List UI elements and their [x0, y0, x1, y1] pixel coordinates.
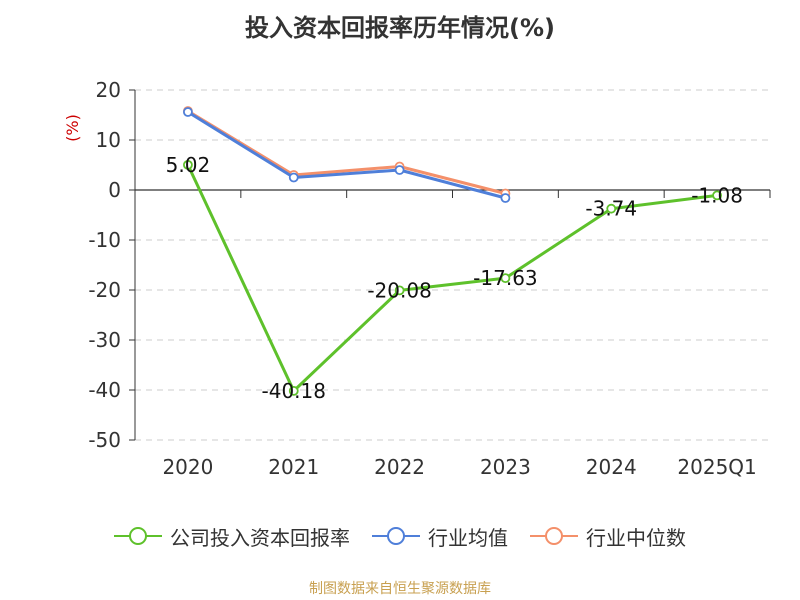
data-label: 5.02: [166, 153, 211, 177]
series-line: [187, 109, 506, 195]
x-tick-label: 2022: [374, 455, 425, 479]
data-point: [394, 165, 405, 175]
data-point: [606, 203, 617, 214]
series-line: [186, 164, 718, 393]
x-tick-label: 2025Q1: [677, 455, 756, 479]
series-line: [187, 110, 506, 200]
x-tick-label: 2021: [268, 455, 319, 479]
data-source-note: 制图数据来自恒生聚源数据库: [309, 581, 491, 597]
data-point: [500, 193, 511, 203]
y-tick-label: 10: [96, 128, 121, 152]
data-point: [183, 107, 193, 117]
data-point: [288, 385, 299, 396]
data-label: -1.08: [691, 183, 743, 207]
data-point: [183, 159, 193, 170]
data-point: [500, 273, 511, 284]
y-tick-label: -10: [88, 228, 121, 252]
data-label: -40.18: [262, 379, 326, 403]
x-tick-label: 2024: [586, 455, 637, 479]
legend-label: 公司投入资本回报率: [170, 525, 350, 550]
legend-item: 行业均值: [372, 522, 508, 551]
y-tick-label: 20: [96, 78, 121, 102]
legend-swatch: [114, 527, 162, 545]
data-point: [712, 190, 722, 201]
data-label: -17.63: [473, 266, 537, 290]
y-tick-label: -40: [88, 378, 121, 402]
chart-title: 投入资本回报率历年情况(%): [245, 14, 555, 42]
legend-label: 行业中位数: [586, 525, 686, 550]
legend-swatch: [530, 527, 578, 545]
legend-item: 公司投入资本回报率: [114, 522, 350, 551]
data-label: -20.08: [367, 278, 431, 302]
x-tick-label: 2020: [162, 455, 213, 479]
y-tick-label: 0: [108, 178, 121, 202]
legend-swatch: [372, 527, 420, 545]
x-tick-label: 2023: [480, 455, 531, 479]
chart-legend: 公司投入资本回报率 行业均值 行业中位数: [0, 520, 800, 552]
data-label: -3.74: [585, 197, 637, 221]
legend-item: 行业中位数: [530, 522, 686, 551]
y-axis-label: (%): [63, 114, 82, 142]
y-tick-label: -50: [88, 428, 121, 452]
legend-label: 行业均值: [428, 525, 508, 550]
y-tick-label: -30: [88, 328, 121, 352]
data-point: [394, 285, 405, 296]
y-tick-label: -20: [88, 278, 121, 302]
data-point: [288, 172, 299, 183]
